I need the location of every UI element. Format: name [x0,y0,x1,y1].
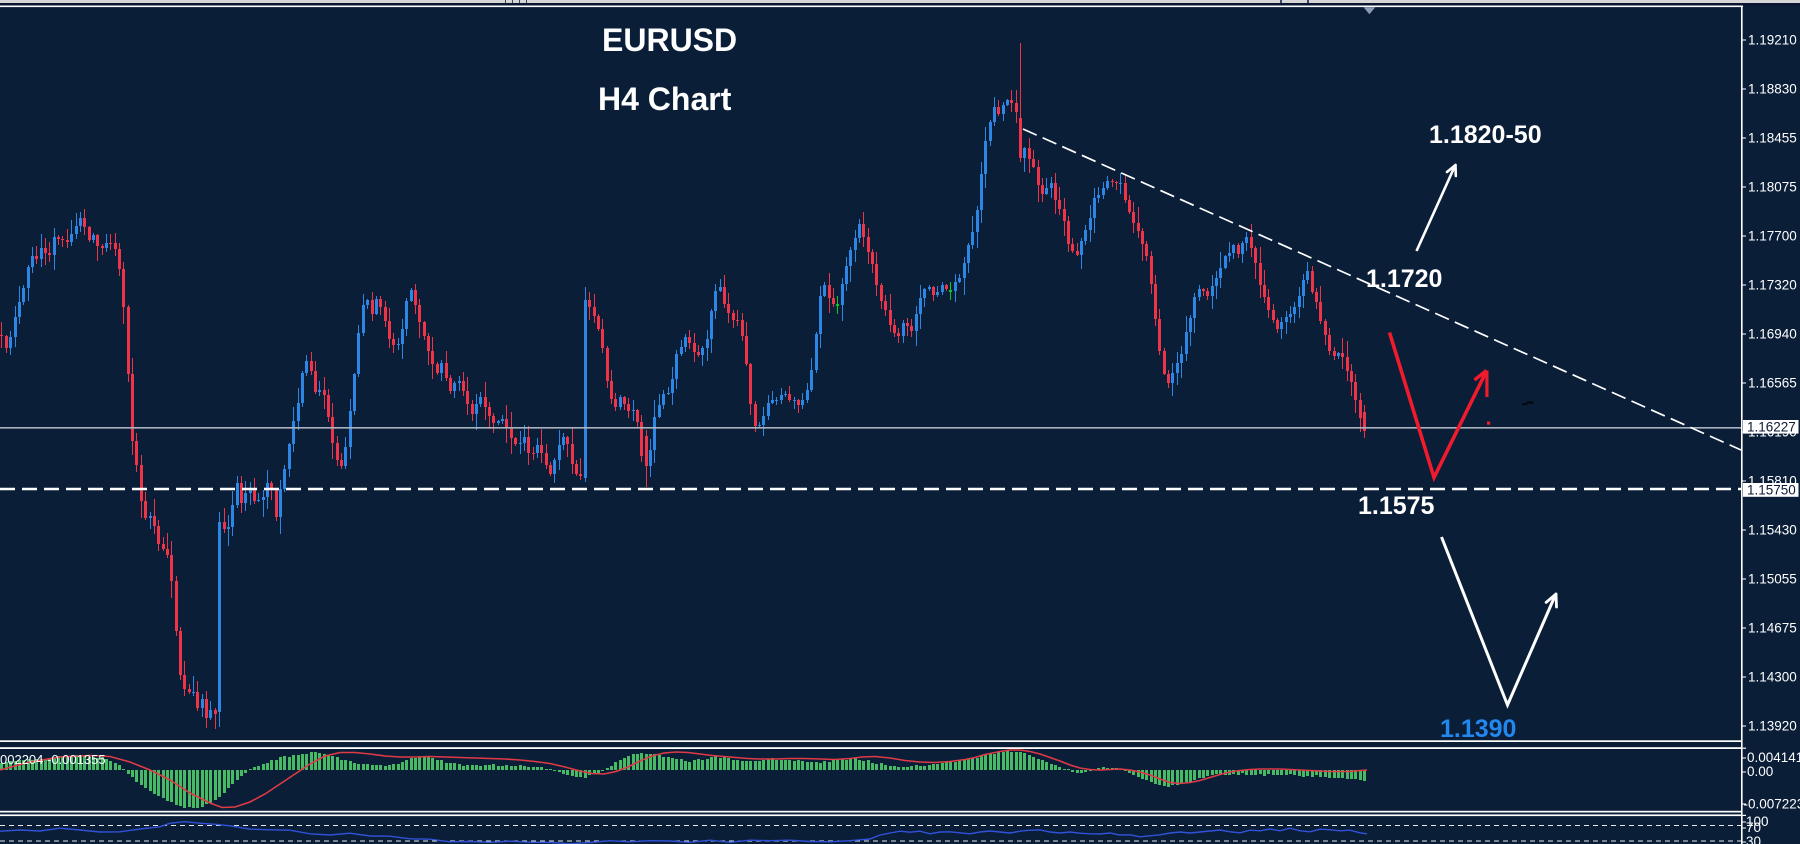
svg-text:1.18075: 1.18075 [1748,180,1797,195]
svg-text:1.13920: 1.13920 [1748,719,1797,734]
svg-text:1.16940: 1.16940 [1748,327,1797,342]
svg-text:1.16227: 1.16227 [1747,420,1796,435]
svg-text:1.15055: 1.15055 [1748,572,1797,587]
svg-text:EURUSD: EURUSD [602,22,737,58]
svg-text:70: 70 [1746,820,1761,835]
svg-text:1.1390: 1.1390 [1440,715,1516,743]
svg-text:100: 100 [1746,814,1769,829]
svg-text:1.15750: 1.15750 [1747,483,1796,498]
svg-text:1.17320: 1.17320 [1748,278,1797,293]
svg-text:1.1820-50: 1.1820-50 [1429,121,1542,149]
svg-text:0.00: 0.00 [1747,764,1773,779]
svg-text:002204 -0.001355: 002204 -0.001355 [0,752,106,767]
svg-text:30: 30 [1746,834,1761,844]
svg-text:1.17700: 1.17700 [1748,229,1797,244]
svg-text:1.18830: 1.18830 [1748,82,1797,97]
svg-text:1.16565: 1.16565 [1748,376,1797,391]
svg-text:1.15430: 1.15430 [1748,523,1797,538]
svg-text:-0.007223: -0.007223 [1744,797,1800,812]
svg-text:1.19210: 1.19210 [1748,33,1797,48]
svg-text:1.1575: 1.1575 [1358,492,1435,520]
svg-text:1.14300: 1.14300 [1748,670,1797,685]
svg-text:1.1720: 1.1720 [1366,265,1442,293]
svg-text:1.14675: 1.14675 [1748,621,1797,636]
svg-text:1.18455: 1.18455 [1748,131,1797,146]
svg-text:0.004141: 0.004141 [1747,750,1800,765]
svg-text:H4 Chart: H4 Chart [598,81,732,117]
